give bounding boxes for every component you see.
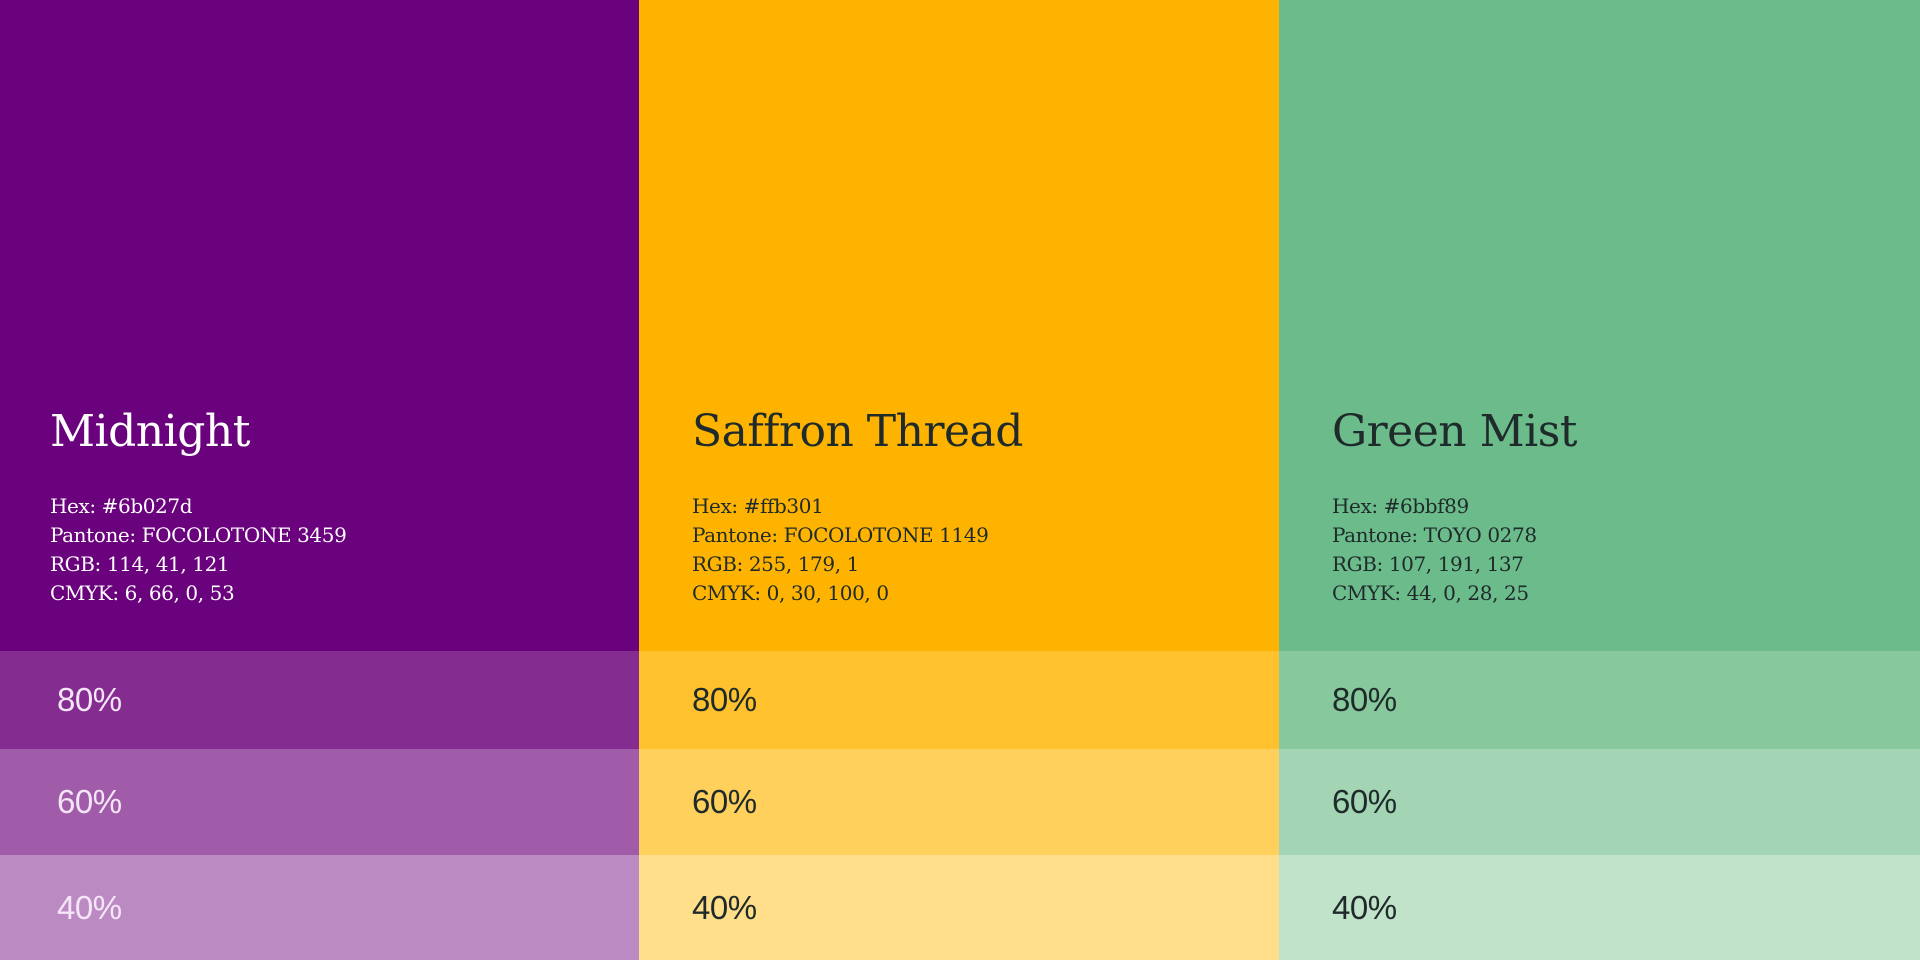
tint-label: 80% bbox=[1332, 681, 1397, 718]
tint-label: 80% bbox=[692, 681, 757, 718]
hex-value: Hex: #6b027d bbox=[50, 494, 193, 518]
tint-label: 40% bbox=[57, 888, 122, 926]
swatch-main-color: Midnight Hex: #6b027d Pantone: FOCOLOTON… bbox=[0, 0, 639, 651]
tint-40: 40% bbox=[0, 855, 639, 960]
swatch-name: Midnight bbox=[50, 406, 250, 457]
pantone-value: Pantone: FOCOLOTONE 3459 bbox=[50, 523, 347, 547]
hex-value: Hex: #6bbf89 bbox=[1332, 494, 1469, 518]
color-spec-list: Hex: #6bbf89 Pantone: TOYO 0278 RGB: 107… bbox=[1332, 492, 1537, 608]
swatch-column-saffron-thread: Saffron Thread Hex: #ffb301 Pantone: FOC… bbox=[639, 0, 1279, 960]
tint-60: 60% bbox=[639, 749, 1279, 855]
tint-label: 60% bbox=[57, 783, 122, 820]
tint-80: 80% bbox=[639, 651, 1279, 749]
tint-80: 80% bbox=[0, 651, 639, 749]
tint-label: 60% bbox=[1332, 783, 1397, 820]
swatch-column-green-mist: Green Mist Hex: #6bbf89 Pantone: TOYO 02… bbox=[1279, 0, 1920, 960]
swatch-column-midnight: Midnight Hex: #6b027d Pantone: FOCOLOTON… bbox=[0, 0, 639, 960]
tint-label: 80% bbox=[57, 681, 122, 718]
color-spec-list: Hex: #ffb301 Pantone: FOCOLOTONE 1149 RG… bbox=[692, 492, 989, 608]
cmyk-value: CMYK: 6, 66, 0, 53 bbox=[50, 581, 235, 605]
hex-value: Hex: #ffb301 bbox=[692, 494, 824, 518]
rgb-value: RGB: 255, 179, 1 bbox=[692, 552, 859, 576]
swatch-main-color: Saffron Thread Hex: #ffb301 Pantone: FOC… bbox=[639, 0, 1279, 651]
tint-40: 40% bbox=[1279, 855, 1920, 960]
tint-label: 60% bbox=[692, 783, 757, 820]
cmyk-value: CMYK: 44, 0, 28, 25 bbox=[1332, 581, 1529, 605]
cmyk-value: CMYK: 0, 30, 100, 0 bbox=[692, 581, 889, 605]
swatch-name: Saffron Thread bbox=[692, 406, 1023, 457]
tint-60: 60% bbox=[0, 749, 639, 855]
swatch-main-color: Green Mist Hex: #6bbf89 Pantone: TOYO 02… bbox=[1279, 0, 1920, 651]
color-spec-list: Hex: #6b027d Pantone: FOCOLOTONE 3459 RG… bbox=[50, 492, 347, 608]
swatch-name: Green Mist bbox=[1332, 406, 1577, 457]
tint-60: 60% bbox=[1279, 749, 1920, 855]
rgb-value: RGB: 114, 41, 121 bbox=[50, 552, 230, 576]
tint-40: 40% bbox=[639, 855, 1279, 960]
pantone-value: Pantone: FOCOLOTONE 1149 bbox=[692, 523, 989, 547]
tint-label: 40% bbox=[1332, 888, 1397, 926]
rgb-value: RGB: 107, 191, 137 bbox=[1332, 552, 1524, 576]
pantone-value: Pantone: TOYO 0278 bbox=[1332, 523, 1537, 547]
tint-label: 40% bbox=[692, 888, 757, 926]
tint-80: 80% bbox=[1279, 651, 1920, 749]
